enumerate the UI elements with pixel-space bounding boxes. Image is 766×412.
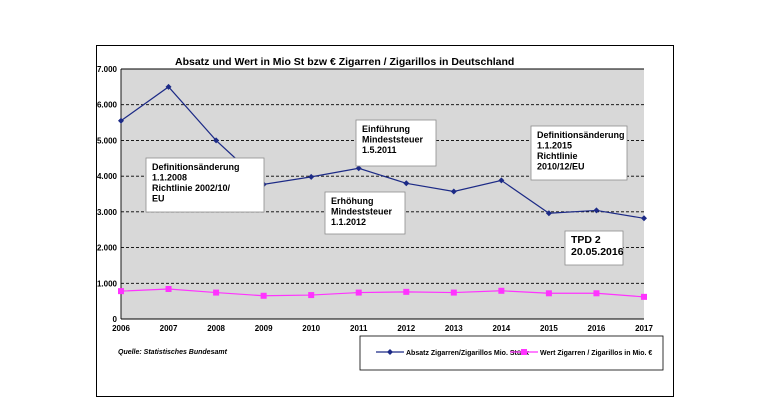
annotation-text: Mindeststeuer bbox=[331, 207, 393, 217]
annotation-text: EU bbox=[152, 194, 165, 204]
data-point-absatz bbox=[593, 207, 600, 214]
data-point-absatz bbox=[118, 117, 124, 124]
annotation-text: 2010/12/EU bbox=[537, 162, 585, 172]
data-point-wert bbox=[450, 289, 457, 296]
data-point-wert bbox=[641, 293, 647, 300]
series-line-1 bbox=[120, 86, 645, 219]
y-tick-label: 0 bbox=[113, 315, 118, 324]
data-point-wert bbox=[260, 292, 267, 299]
data-point-absatz bbox=[545, 210, 552, 217]
annotation-box bbox=[355, 119, 437, 167]
data-point-absatz bbox=[165, 83, 172, 90]
data-point-wert bbox=[213, 289, 220, 296]
annotation-text: Erhöhung bbox=[331, 196, 374, 206]
y-tick-label: 3.000 bbox=[97, 208, 118, 217]
data-point-absatz bbox=[355, 165, 362, 172]
data-point-wert bbox=[355, 289, 362, 296]
annotation-text: Mindeststeuer bbox=[362, 135, 424, 145]
data-point-wert bbox=[498, 287, 505, 294]
annotation-text: 20.05.2016 bbox=[571, 246, 624, 258]
x-tick-label: 2008 bbox=[207, 324, 225, 333]
chart-title: Absatz und Wert in Mio St bzw € Zigarren… bbox=[175, 56, 514, 68]
x-tick-label: 2015 bbox=[540, 324, 558, 333]
data-point-absatz bbox=[450, 188, 457, 195]
x-tick-label: 2016 bbox=[588, 324, 606, 333]
annotation-text: TPD 2 bbox=[571, 234, 601, 246]
legend-marker bbox=[387, 349, 393, 355]
data-point-wert bbox=[403, 288, 410, 295]
x-tick-label: 2014 bbox=[492, 324, 510, 333]
x-tick-label: 2017 bbox=[635, 324, 653, 333]
annotation-text: 1.1.2015 bbox=[537, 141, 572, 151]
y-axis: 0 1.000 2.000 3.000 4.000 5.000 6.000 7.000 bbox=[97, 65, 118, 324]
x-tick-label: 2013 bbox=[445, 324, 463, 333]
annotation-text: Definitionsänderung bbox=[152, 162, 240, 172]
legend-box bbox=[359, 335, 664, 371]
data-point-absatz bbox=[403, 180, 410, 187]
y-tick-label: 7.000 bbox=[97, 65, 118, 74]
source-note: Quelle: Statistisches Bundesamt bbox=[118, 349, 228, 356]
legend-label: Wert Zigarren / Zigarillos in Mio. € bbox=[540, 350, 652, 357]
data-point-wert bbox=[593, 290, 600, 297]
x-tick-label: 2006 bbox=[112, 324, 130, 333]
x-axis: 2006 2007 2008 2009 2010 2011 2012 2013 2014 2015… bbox=[112, 324, 653, 333]
annotation-box bbox=[324, 191, 406, 235]
y-tick-label: 1.000 bbox=[97, 279, 118, 288]
data-point-wert bbox=[118, 288, 124, 295]
annotation-text: 1.5.2011 bbox=[362, 145, 397, 155]
annotation-box bbox=[564, 230, 624, 266]
annotation-text: Richtlinie bbox=[537, 151, 578, 161]
y-tick-label: 5.000 bbox=[97, 136, 118, 145]
series-line-2 bbox=[120, 288, 645, 298]
data-point-absatz bbox=[498, 177, 505, 184]
data-point-absatz bbox=[308, 173, 315, 180]
annotation-text: Richtlinie 2002/10/ bbox=[152, 183, 231, 193]
data-point-wert bbox=[308, 292, 315, 299]
annotation-text: Einführung bbox=[362, 124, 410, 134]
annotation-text: 1.1.2012 bbox=[331, 217, 366, 227]
annotation-text: 1.1.2008 bbox=[152, 173, 187, 183]
legend-label: Absatz Zigarren/Zigarillos Mio. Stück bbox=[406, 350, 529, 357]
data-point-absatz bbox=[641, 215, 647, 222]
x-tick-label: 2011 bbox=[350, 324, 368, 333]
x-tick-label: 2007 bbox=[160, 324, 178, 333]
x-tick-label: 2009 bbox=[255, 324, 273, 333]
data-point-wert bbox=[545, 290, 552, 297]
x-tick-label: 2012 bbox=[397, 324, 415, 333]
annotation-box bbox=[530, 125, 628, 181]
data-point-absatz bbox=[213, 137, 220, 144]
y-tick-label: 6.000 bbox=[97, 101, 118, 110]
y-tick-label: 4.000 bbox=[97, 172, 118, 181]
legend: Absatz Zigarren/Zigarillos Mio. Stück Wer… bbox=[359, 335, 664, 371]
x-tick-label: 2010 bbox=[302, 324, 320, 333]
y-tick-label: 2.000 bbox=[97, 244, 118, 253]
data-point-wert bbox=[165, 286, 172, 292]
legend-marker bbox=[521, 349, 527, 355]
annotation-text: Definitionsänderung bbox=[537, 130, 625, 140]
annotation-box bbox=[145, 157, 265, 213]
